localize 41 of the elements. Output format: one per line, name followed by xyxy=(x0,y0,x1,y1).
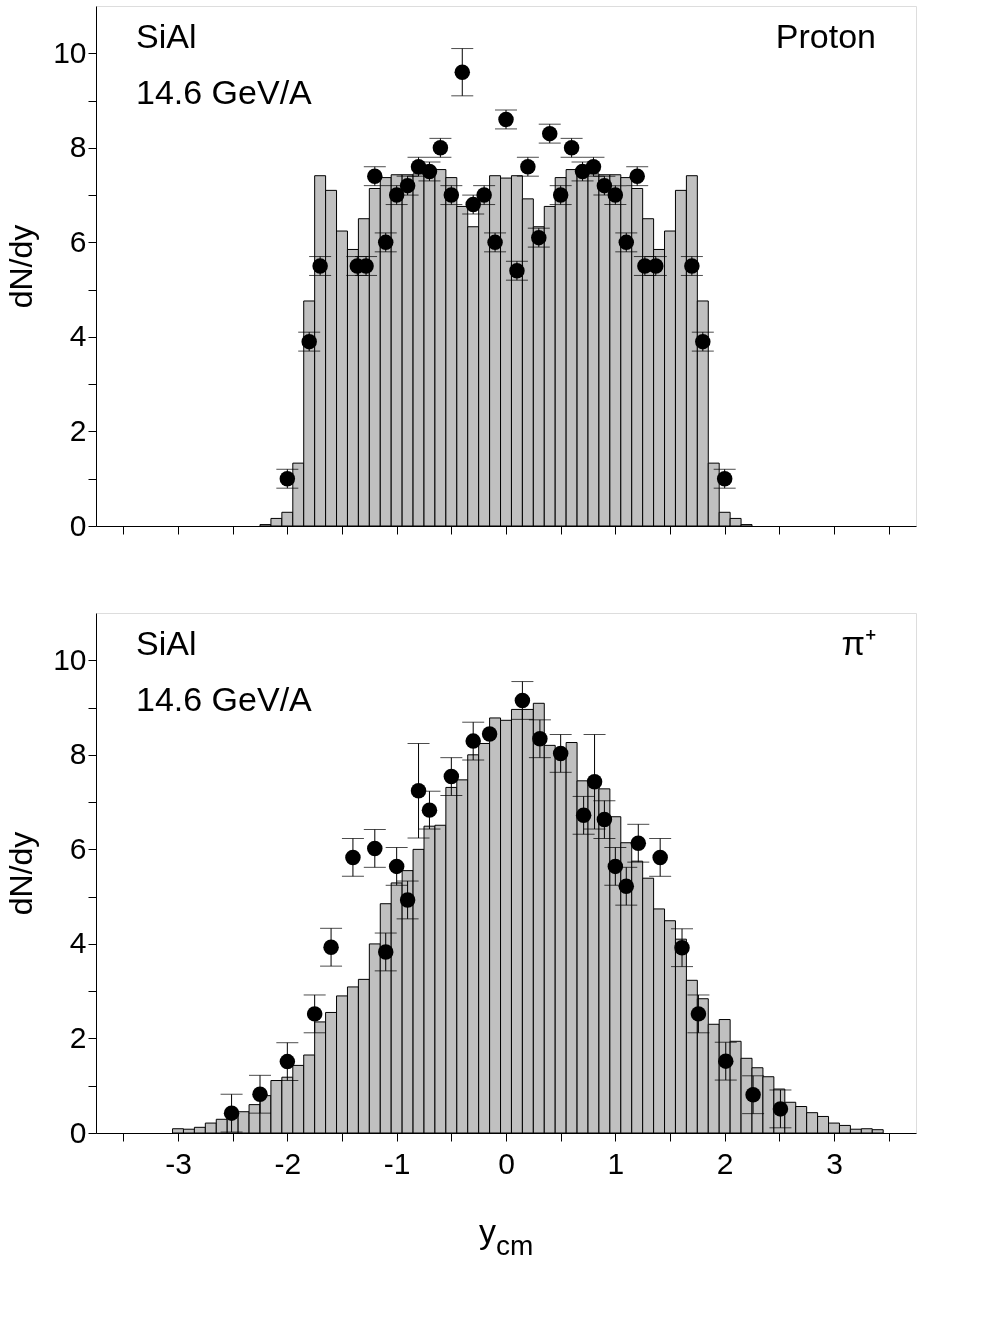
y-tick-label: 8 xyxy=(69,737,87,771)
y-tick-label: 8 xyxy=(69,130,87,164)
y-tick-label: 6 xyxy=(69,831,87,865)
y-tick-label: 4 xyxy=(69,926,87,960)
x-tick-label: 3 xyxy=(826,1146,843,1180)
annotation: Proton xyxy=(775,17,876,55)
y-tick-label: 6 xyxy=(69,224,87,258)
y-tick-label: 4 xyxy=(69,319,87,353)
annotation: SiAl xyxy=(136,17,197,55)
x-tick-label: -3 xyxy=(165,1146,192,1180)
y-axis-title: dN/dy xyxy=(3,224,40,309)
point xyxy=(552,745,569,762)
point xyxy=(514,692,531,709)
annotation: 14.6 GeV/A xyxy=(136,73,313,111)
annotation: 14.6 GeV/A xyxy=(136,680,313,718)
y-axis-title: dN/dy xyxy=(3,831,40,916)
y-tick-label: 10 xyxy=(53,642,87,676)
point xyxy=(575,807,592,824)
x-tick-label: 0 xyxy=(498,1146,515,1180)
point xyxy=(279,1053,296,1070)
y-tick-label: 0 xyxy=(69,508,87,542)
point xyxy=(367,840,383,857)
point xyxy=(652,849,668,866)
y-tick-label: 0 xyxy=(69,1115,87,1149)
y-tick-label: 2 xyxy=(69,1020,87,1054)
point xyxy=(443,768,460,785)
annotation: π⁺ xyxy=(841,624,876,662)
x-tick-label: -2 xyxy=(274,1146,302,1180)
point xyxy=(690,1006,707,1022)
point xyxy=(481,726,498,742)
x-tick-label: -1 xyxy=(383,1146,411,1180)
point xyxy=(306,1006,323,1022)
y-tick-label: 2 xyxy=(69,413,87,447)
point xyxy=(630,835,647,851)
point xyxy=(596,811,613,828)
point xyxy=(586,774,603,790)
y-tick-label: 10 xyxy=(53,35,87,69)
point xyxy=(388,858,405,875)
x-tick-label: 1 xyxy=(607,1146,625,1180)
annotation: SiAl xyxy=(136,624,197,662)
x-tick-label: 2 xyxy=(716,1146,734,1180)
